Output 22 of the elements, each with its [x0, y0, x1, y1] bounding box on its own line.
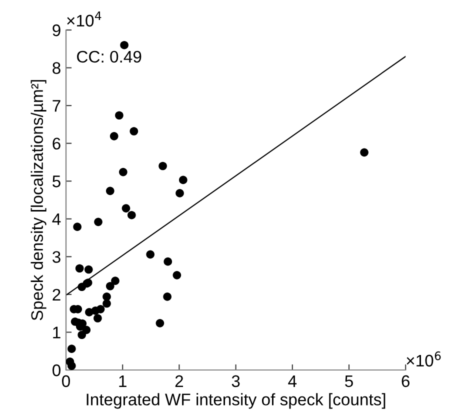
y-tick-label: 1: [53, 326, 60, 338]
y-tick-label: 8: [52, 62, 60, 74]
x-tick-label: 6: [402, 375, 410, 388]
x-tick-label: 4: [288, 375, 297, 387]
x-tick-label: 1: [119, 375, 126, 387]
y-tick-label: 0: [52, 364, 60, 376]
y-tick-label: 2: [52, 288, 60, 300]
y-tick-label: 7: [52, 100, 60, 112]
x-tick-label: 3: [232, 375, 240, 388]
y-tick-label: 4: [52, 213, 61, 225]
y-axis-title: Speck density [localizations/µm²]: [30, 80, 46, 320]
x-axis-title: Integrated WF intensity of speck [counts]: [86, 393, 386, 409]
x-tick-label: 0: [62, 375, 70, 388]
y-tick-label: 5: [52, 176, 60, 188]
x-tick-label: 5: [345, 375, 353, 388]
y-tick-label: 6: [52, 138, 60, 150]
text: ×10$^{4}$: [67, 12, 102, 27]
annotation: CC: 0.49: [77, 50, 142, 63]
x-tick-label: 2: [175, 375, 183, 387]
text: ×10$^{6}$: [406, 351, 441, 367]
y-tick-label: 3: [52, 251, 60, 263]
y-tick-label: 9: [52, 24, 60, 36]
